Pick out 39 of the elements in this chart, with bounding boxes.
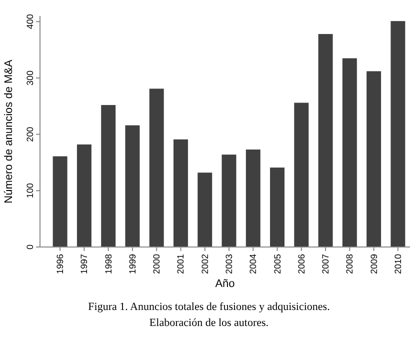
bar — [390, 21, 406, 247]
bar — [366, 71, 382, 247]
x-tick-label: 2005 — [272, 254, 282, 274]
text: Figura 1. Anuncios totales de fusiones y adquisiciones. — [88, 301, 330, 313]
y-tick-label: 300 — [25, 70, 35, 86]
x-tick-label: 2006 — [296, 254, 306, 274]
bar — [198, 172, 212, 247]
text: Elaboración de los autores. — [149, 317, 269, 329]
bar — [246, 150, 260, 247]
bar — [76, 144, 92, 247]
x-tick-label: 1996 — [55, 254, 66, 274]
x-tick-label: 1997 — [79, 254, 90, 274]
bar — [222, 154, 236, 247]
x-tick-label: 2010 — [392, 254, 403, 274]
y-tick-label: 100 — [25, 183, 35, 198]
x-tick-label: 2002 — [200, 254, 210, 274]
y-tick-label: 0 — [25, 244, 35, 250]
bar — [125, 125, 140, 247]
bar — [342, 58, 357, 247]
x-tick-label: 1998 — [103, 254, 114, 274]
bar — [270, 168, 285, 247]
x-tick-label: 2008 — [344, 254, 355, 274]
x-axis-title: Año — [215, 278, 235, 290]
x-tick-label: 2004 — [248, 254, 258, 274]
x-tick-label: 2003 — [224, 254, 234, 274]
y-tick-label: 200 — [25, 126, 35, 142]
bar — [173, 139, 188, 247]
x-tick-label: 2001 — [176, 254, 186, 274]
x-tick-label: 2009 — [368, 254, 379, 274]
bar — [318, 34, 333, 247]
y-axis-title: Número de anuncios de M&A — [3, 58, 15, 204]
x-tick-label: 2000 — [152, 254, 162, 274]
bar — [52, 156, 68, 247]
bar — [149, 88, 164, 247]
bar — [294, 102, 309, 247]
bar — [101, 105, 116, 247]
x-tick-label: 2007 — [320, 254, 331, 274]
x-tick-label: 1999 — [127, 254, 138, 274]
y-tick-label: 400 — [25, 14, 35, 30]
